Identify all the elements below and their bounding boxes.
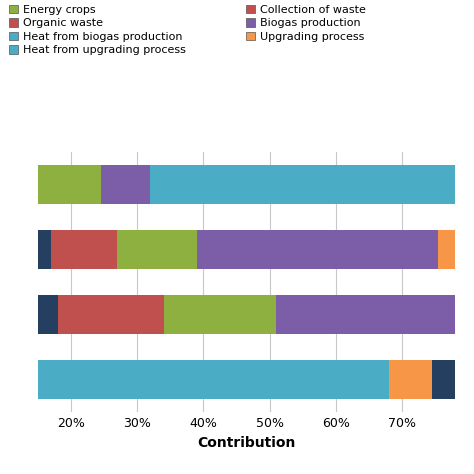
X-axis label: Contribution: Contribution: [197, 436, 296, 450]
Bar: [58, 295, 164, 334]
Bar: [197, 230, 438, 269]
Bar: [101, 164, 150, 204]
Legend: Collection of waste, Biogas production, Upgrading process: Collection of waste, Biogas production, …: [246, 5, 365, 42]
Bar: [38, 360, 389, 399]
Bar: [432, 360, 462, 399]
Bar: [38, 295, 58, 334]
Bar: [389, 360, 432, 399]
Bar: [38, 164, 101, 204]
Bar: [118, 230, 197, 269]
Bar: [51, 230, 118, 269]
Legend: Energy crops, Organic waste, Heat from biogas production, Heat from upgrading pr: Energy crops, Organic waste, Heat from b…: [9, 5, 186, 55]
Bar: [150, 164, 474, 204]
Bar: [38, 230, 51, 269]
Bar: [276, 295, 474, 334]
Bar: [164, 295, 276, 334]
Bar: [438, 230, 455, 269]
